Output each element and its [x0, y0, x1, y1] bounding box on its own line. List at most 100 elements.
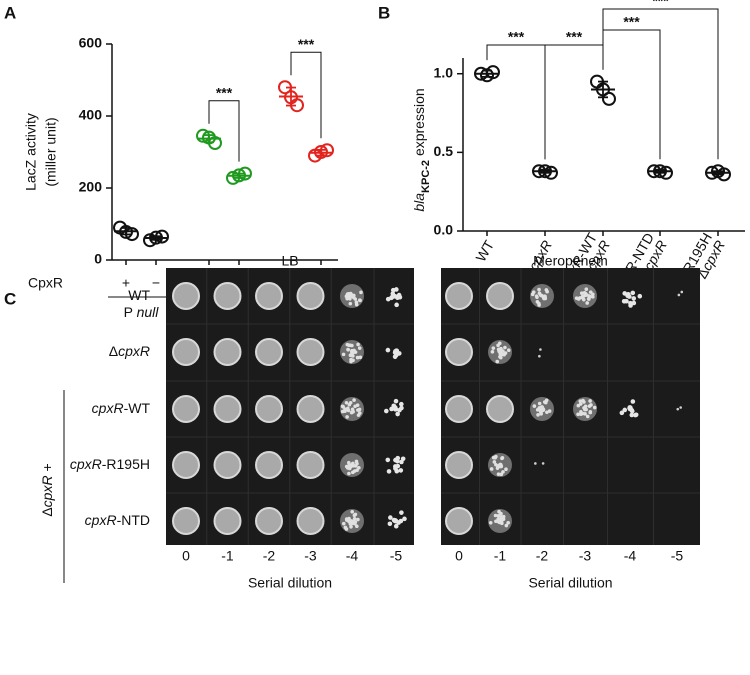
colony [633, 412, 638, 418]
colony [352, 398, 356, 402]
significance-bracket [290, 51, 322, 139]
colony [545, 410, 549, 415]
colony [503, 345, 507, 350]
colony-spot [255, 338, 283, 366]
colony [679, 406, 682, 409]
row-label: cpxR-WT [92, 400, 151, 416]
colony [345, 342, 350, 347]
panel-label: C [4, 289, 16, 308]
colony [676, 407, 680, 411]
data-point [480, 68, 494, 83]
y-tick-label: 0.0 [434, 222, 454, 238]
colony [498, 354, 502, 359]
colony [629, 408, 635, 414]
colony [506, 348, 511, 352]
colony [535, 299, 540, 304]
colony-spot [296, 338, 325, 366]
row-label-part: -NTD [117, 512, 150, 528]
y-axis-label-part: bla [411, 193, 427, 212]
colony [583, 407, 587, 412]
group-label-part: P [124, 304, 137, 320]
row-label: ΔcpxR [109, 343, 150, 359]
colony [348, 465, 353, 469]
colony [532, 404, 537, 408]
colony [631, 296, 637, 301]
colony [398, 468, 404, 473]
colony [490, 349, 495, 354]
colony [625, 291, 631, 297]
colony [622, 407, 628, 413]
colony [624, 298, 629, 304]
colony [583, 412, 587, 416]
colony [494, 462, 498, 467]
colony [578, 399, 583, 403]
colony [348, 301, 353, 306]
colony [350, 509, 355, 514]
row-group-label-part: cpxR [39, 475, 55, 507]
row-label: cpxR-NTD [85, 512, 150, 528]
y-tick-label: 400 [79, 107, 103, 123]
colony [347, 293, 351, 297]
colony [588, 290, 593, 294]
colony [341, 521, 346, 526]
colony [495, 466, 500, 470]
colony [496, 343, 500, 348]
colony [545, 289, 549, 294]
row-label-part: cpxR [92, 400, 124, 416]
colony [355, 355, 360, 360]
colony [348, 297, 352, 301]
colony-spot [296, 395, 325, 423]
colony [498, 519, 502, 523]
colony [576, 412, 580, 417]
dilution-label: 0 [182, 548, 190, 564]
plate-title: Meropenem [533, 253, 608, 269]
colony [500, 515, 504, 520]
colony [394, 302, 399, 308]
colony [353, 404, 357, 409]
colony [393, 398, 399, 404]
group-label: P null [124, 304, 160, 320]
colony [628, 300, 633, 306]
row-label-part: -R195H [102, 456, 150, 472]
colony [345, 296, 349, 301]
y-axis-label: blaKPC-2 expression [411, 88, 432, 211]
colony [581, 297, 586, 302]
colony-spot [296, 507, 325, 535]
colony [340, 404, 345, 409]
dilution-label: -4 [624, 548, 637, 564]
colony-spot [255, 282, 283, 310]
colony [356, 413, 361, 417]
colony [354, 300, 359, 305]
colony [348, 343, 352, 348]
colony-spot [445, 282, 473, 310]
colony-spot [255, 507, 283, 535]
colony [344, 527, 349, 531]
colony [536, 413, 540, 417]
colony [539, 412, 544, 416]
row-label-part: WT [128, 287, 150, 303]
colony [496, 514, 501, 518]
significance-label: *** [623, 14, 640, 30]
significance-label: *** [652, 0, 669, 9]
colony-spot [213, 282, 242, 310]
colony [583, 404, 588, 409]
row-label-part: -WT [124, 400, 151, 416]
colony [399, 459, 404, 465]
colony [537, 287, 541, 292]
colony-spot [172, 395, 200, 423]
colony [489, 467, 494, 471]
row-label-part: Δ [109, 343, 118, 359]
y-axis-label-part: KPC-2 [420, 160, 432, 193]
colony [343, 407, 347, 411]
colony [630, 290, 636, 296]
colony-spot [486, 395, 514, 423]
colony [537, 401, 542, 406]
colony [493, 513, 498, 518]
colony [677, 293, 681, 297]
y-axis-label: LacZ activity [23, 113, 39, 191]
colony [576, 297, 581, 301]
colony [340, 409, 345, 414]
colony [506, 520, 510, 525]
colony [535, 295, 539, 300]
panel-label: A [4, 3, 16, 22]
